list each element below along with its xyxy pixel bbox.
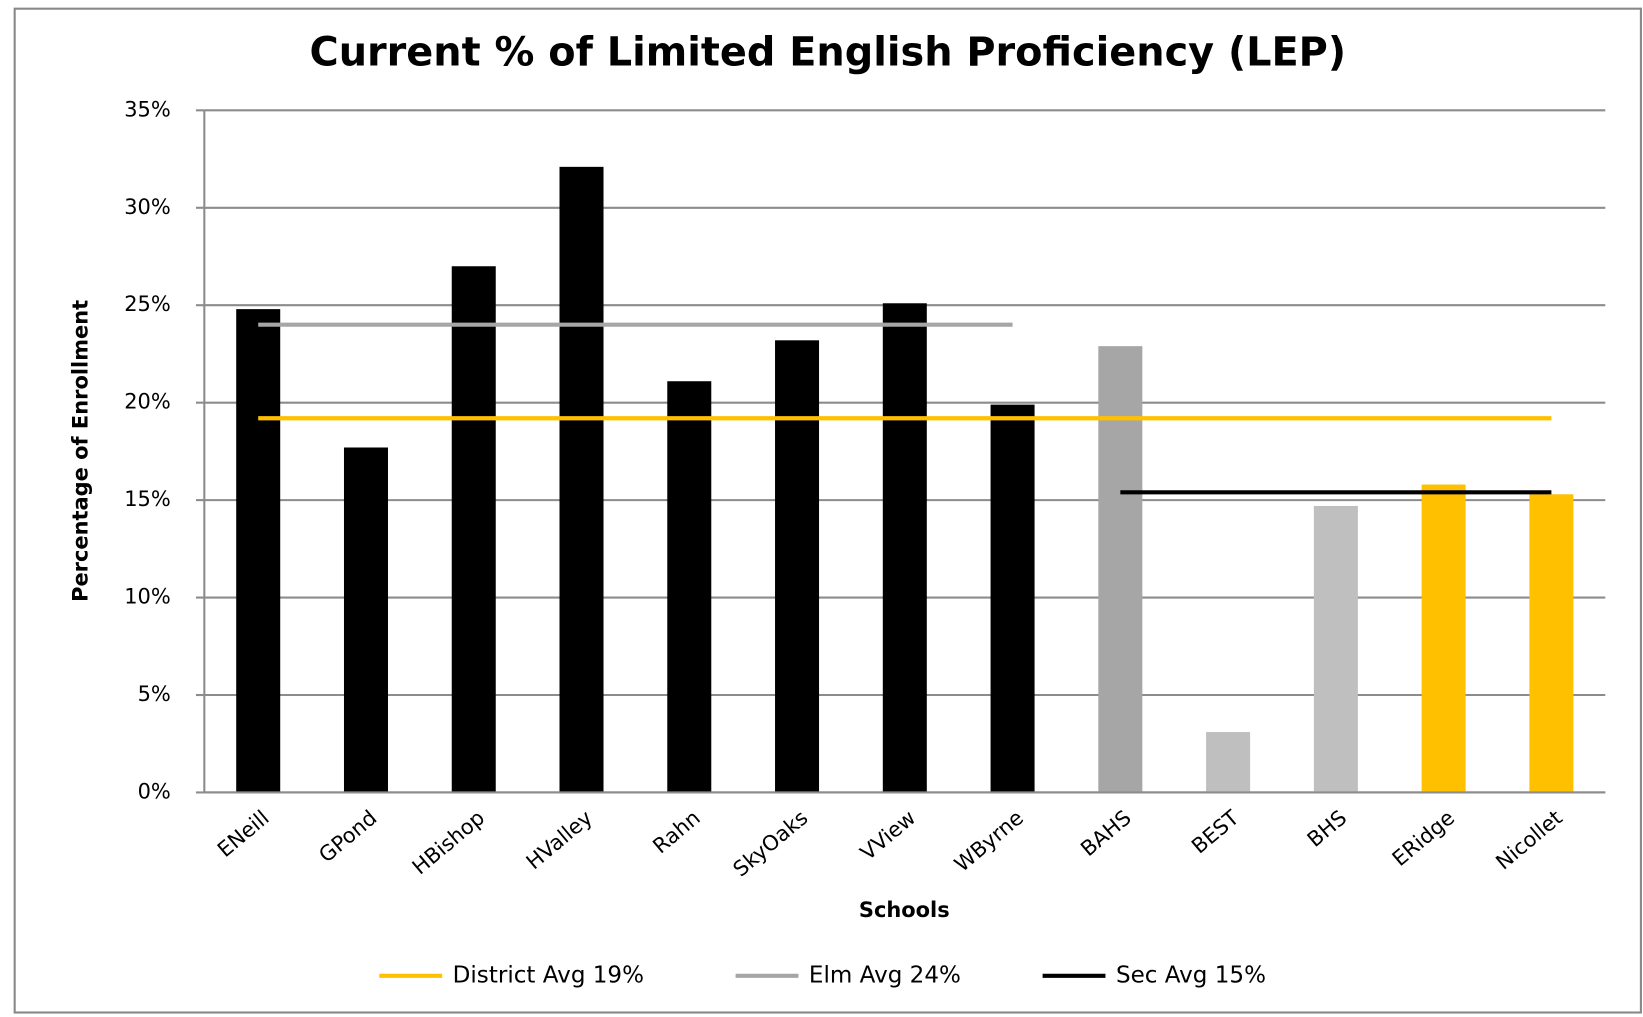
bar [1098,346,1143,793]
bar [559,166,604,793]
chart-title: Current % of Limited English Proficiency… [310,29,1347,75]
bar [1421,484,1466,793]
bar [1313,505,1358,793]
y-tick-label: 20% [124,390,171,414]
bar [990,404,1035,793]
y-tick-label: 10% [124,585,171,609]
legend-label: Elm Avg 24% [809,962,961,988]
legend-label: District Avg 19% [453,962,644,988]
x-axis-label: Schools [859,898,950,922]
bar [1206,732,1251,793]
bar [343,447,388,793]
y-tick-label: 0% [138,779,171,803]
y-tick-label: 15% [124,487,171,511]
bar [667,381,712,793]
bar [775,340,820,793]
y-tick-label: 5% [138,682,171,706]
legend-label: Sec Avg 15% [1116,962,1266,988]
y-tick-label: 30% [124,195,171,219]
y-tick-label: 35% [124,97,171,121]
chart-border [13,7,1642,1014]
bar [882,303,927,793]
bar [1529,494,1574,793]
bar [236,309,281,793]
y-axis-label: Percentage of Enrollment [69,300,93,602]
bar [451,266,496,793]
y-tick-label: 25% [124,292,171,316]
